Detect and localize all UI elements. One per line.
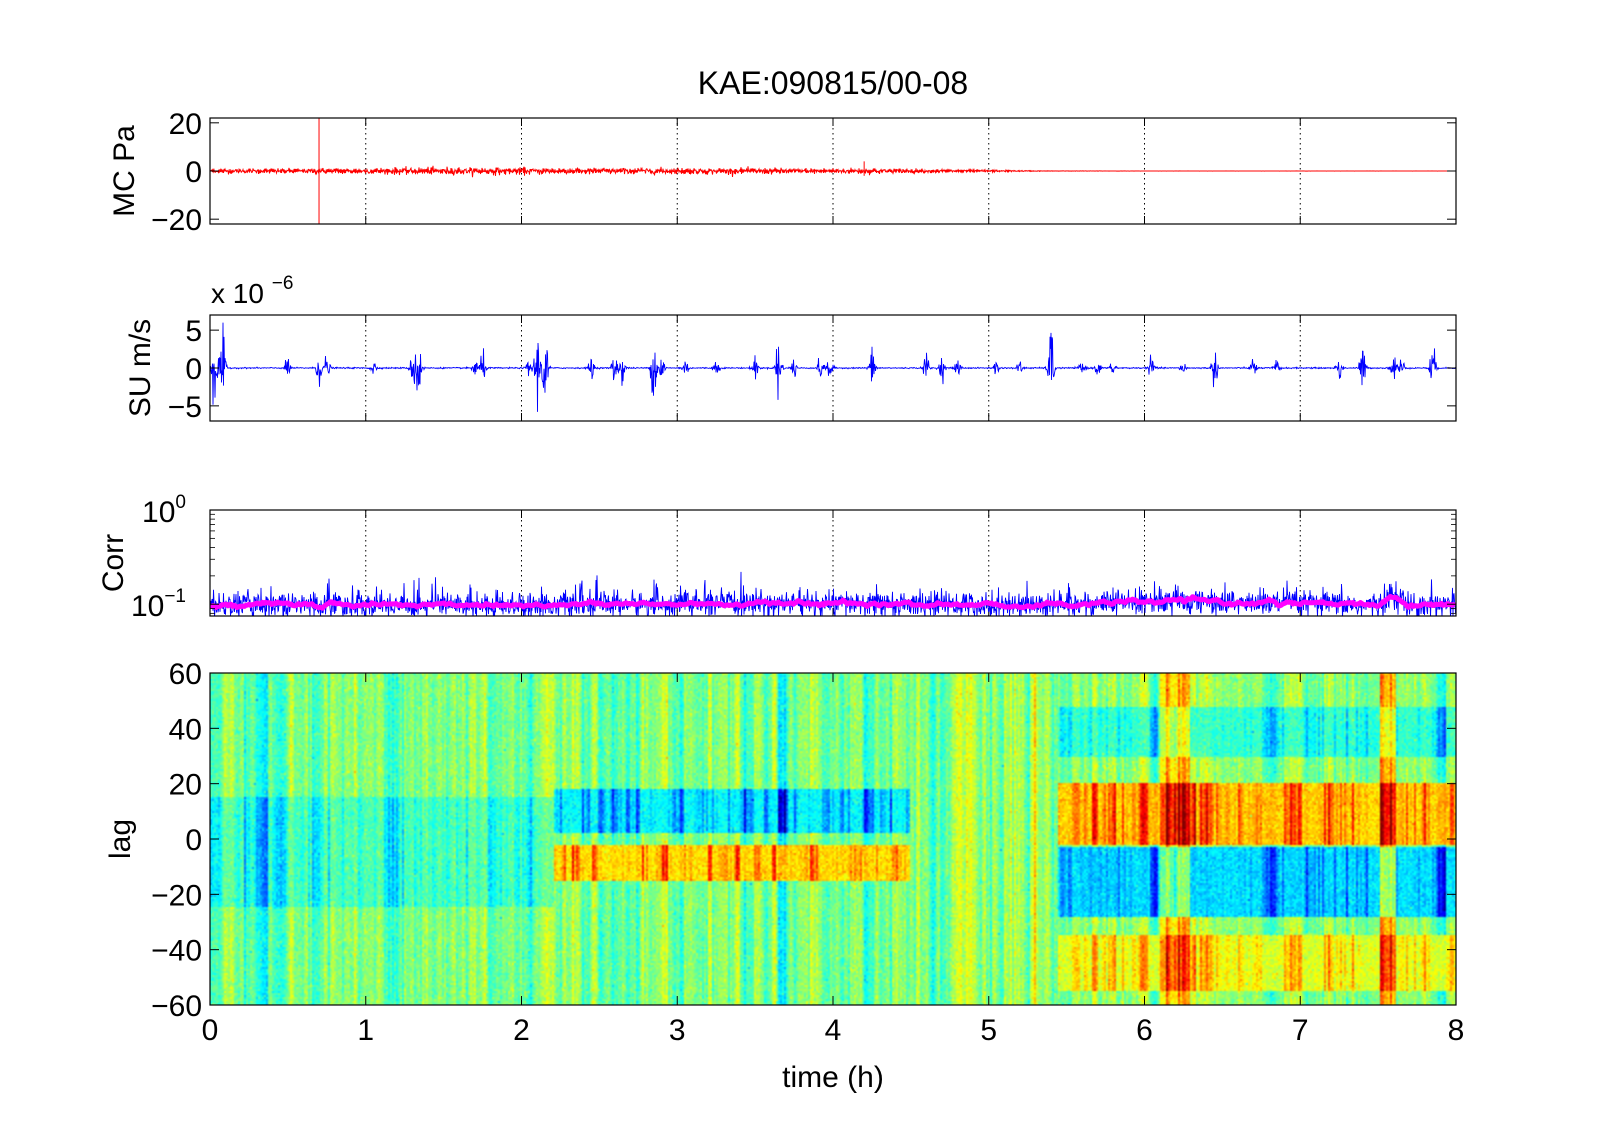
panel-lag: 60 40 20 0 −20 −40 −60 0 1 2 3 4 5 6 7 8 lag — [104, 658, 1464, 1047]
y-tick-label: 10−1 — [131, 586, 186, 623]
corr-ylabel: Corr — [97, 534, 130, 592]
su-multiplier-exponent: −6 — [272, 273, 294, 294]
mc-axes-frame — [209, 117, 1457, 225]
x-tick-label: 1 — [357, 1014, 374, 1047]
corr-trace — [210, 571, 1456, 616]
y-tick-base: 10 — [131, 590, 164, 623]
panel-su: 5 0 −5 SU m/s x 10 −6 — [124, 273, 1457, 424]
x-tick-label: 5 — [980, 1014, 997, 1047]
mc-y-ticks: 20 0 −20 — [151, 108, 1456, 237]
mc-pressure-line — [210, 165, 1456, 178]
su-multiplier-base: x 10 — [211, 278, 264, 309]
lag-axes-frame — [209, 672, 1457, 1006]
y-tick-label: −20 — [151, 879, 202, 912]
y-tick-label: 100 — [142, 492, 186, 529]
su-y-ticks: 5 0 −5 — [168, 315, 1456, 424]
y-tick-label: 20 — [169, 108, 202, 141]
y-tick-label: −5 — [168, 391, 202, 424]
x-axis-label: time (h) — [782, 1061, 884, 1094]
y-tick-label: −40 — [151, 935, 202, 968]
y-tick-exponent: 0 — [175, 492, 186, 513]
su-velocity-line — [210, 322, 1456, 412]
y-tick-label: −20 — [151, 204, 202, 237]
y-tick-label: 0 — [185, 353, 202, 386]
x-tick-label: 6 — [1136, 1014, 1153, 1047]
lag-y-ticks: 60 40 20 0 −20 −40 −60 — [151, 658, 1456, 1023]
panel-mc-pa: 20 0 −20 MC Pa — [108, 108, 1457, 237]
y-tick-label: 5 — [185, 315, 202, 348]
mc-ylabel: MC Pa — [108, 125, 141, 217]
y-tick-base: 10 — [142, 496, 175, 529]
y-tick-label: −60 — [151, 990, 202, 1023]
y-tick-label: 20 — [169, 769, 202, 802]
corr-smoothed-line — [210, 593, 1456, 611]
su-trace — [210, 322, 1456, 412]
lag-ylabel: lag — [104, 819, 137, 859]
y-tick-label: 60 — [169, 658, 202, 691]
corr-axes-frame — [209, 509, 1457, 617]
x-tick-label: 3 — [669, 1014, 686, 1047]
x-tick-label: 4 — [825, 1014, 842, 1047]
x-tick-label: 7 — [1292, 1014, 1309, 1047]
x-tick-label: 8 — [1448, 1014, 1465, 1047]
figure-title: KAE:090815/00-08 — [698, 65, 968, 101]
y-tick-label: 40 — [169, 713, 202, 746]
su-multiplier: x 10 −6 — [211, 273, 293, 309]
lag-heatmap — [210, 673, 1456, 1005]
y-tick-exponent: −1 — [164, 586, 186, 607]
su-axes-frame — [209, 314, 1457, 422]
su-ylabel: SU m/s — [124, 319, 157, 417]
y-tick-label: 0 — [185, 824, 202, 857]
mc-trace — [210, 118, 1456, 224]
x-tick-label: 0 — [202, 1014, 219, 1047]
x-tick-label: 2 — [513, 1014, 530, 1047]
y-tick-label: 0 — [185, 156, 202, 189]
x-axis-ticks: 0 1 2 3 4 5 6 7 8 — [202, 673, 1465, 1047]
